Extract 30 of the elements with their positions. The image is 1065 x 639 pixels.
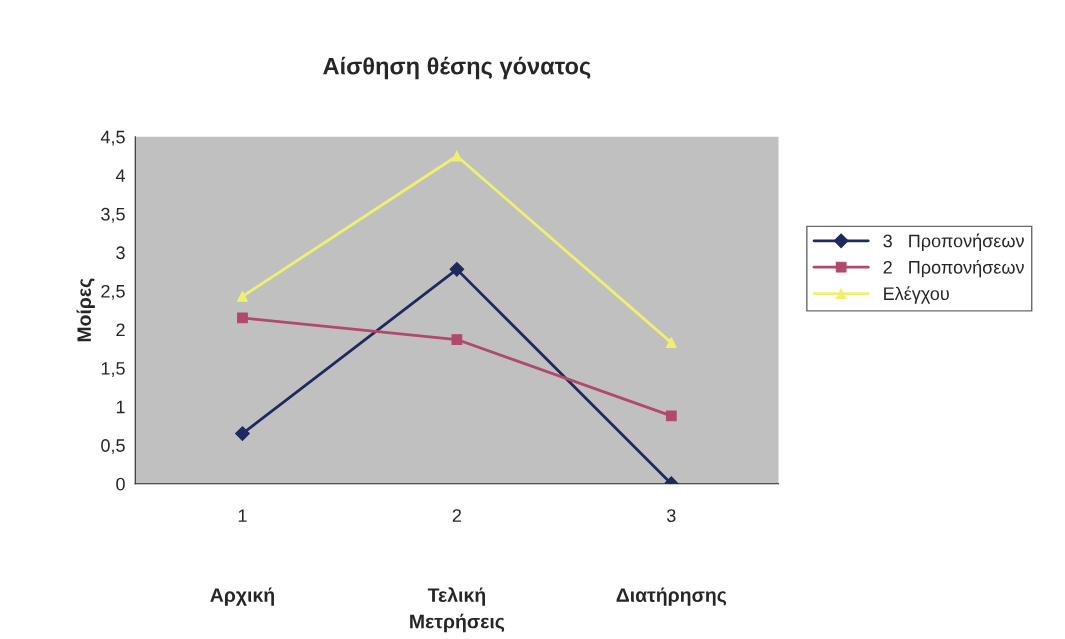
point xyxy=(235,426,250,441)
y-tick-label: 2,5 xyxy=(101,284,125,300)
chart-title: Αίσθηση θέσης γόνατος xyxy=(323,56,591,80)
x-tick-label: 1 xyxy=(238,509,247,522)
point xyxy=(665,410,677,422)
y-tick-label: 0,5 xyxy=(101,439,125,455)
point xyxy=(237,290,248,302)
text: Διατήρησης xyxy=(616,587,727,606)
y-tick-label: 3,5 xyxy=(101,207,125,223)
y-tick-label: 2 xyxy=(116,323,125,337)
y-tick-label: 4 xyxy=(115,169,126,182)
y-tick-label: 4,5 xyxy=(100,130,125,146)
y-tick-label: 1,5 xyxy=(101,362,125,377)
text: Αρχική xyxy=(210,587,274,606)
y-tick-label: 1 xyxy=(116,400,125,414)
x-tick-label: 3 xyxy=(666,509,676,522)
point xyxy=(449,261,465,277)
point xyxy=(237,312,248,324)
x-axis-title: Μετρήσεις xyxy=(410,613,505,633)
y-tick-label: 3 xyxy=(116,246,125,260)
legend-label: 2 Προπονήσεων xyxy=(883,259,1024,278)
point xyxy=(451,334,463,345)
y-axis-title: Μοίρες xyxy=(76,278,95,342)
point xyxy=(451,150,463,162)
y-tick-label: 0 xyxy=(116,477,125,491)
point xyxy=(665,337,677,348)
legend-label: Ελέγχου xyxy=(884,286,949,304)
text: Τελική xyxy=(427,587,485,606)
legend-label: 3 Προπονήσεων xyxy=(883,233,1024,251)
x-tick-label: 2 xyxy=(452,509,461,522)
